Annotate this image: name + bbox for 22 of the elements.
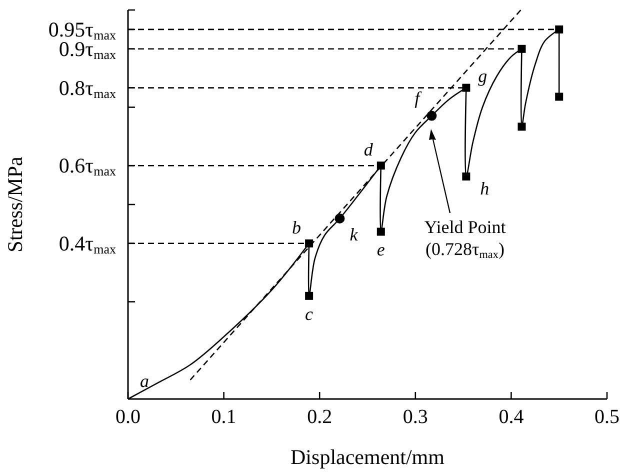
annotation: f — [414, 88, 423, 108]
y-tick-label: 0.4τ$_{max}$ — [58, 231, 116, 257]
x-tick-label: 0.2 — [307, 406, 332, 428]
x-axis-title: Displacement/mm — [290, 445, 444, 469]
y-tick-label: 0.95τ$_{max}$ — [48, 17, 116, 43]
x-tick-label: 0.1 — [211, 406, 236, 428]
annotation: e — [376, 240, 385, 260]
annotation: Yield Point (0.728τ$_{max}$) — [424, 217, 506, 261]
x-tick-label: 0.0 — [116, 406, 140, 428]
annotation: d — [364, 140, 374, 160]
annotation: b — [292, 217, 302, 238]
x-tick-label: 0.3 — [402, 406, 428, 428]
y-tick-label: 0.6τ$_{max}$ — [58, 154, 116, 179]
annotation: a — [140, 371, 149, 391]
y-tick-label: 0.8τ$_{max}$ — [58, 76, 116, 102]
x-tick-label: 0.5 — [594, 406, 620, 428]
annotation: c — [305, 304, 314, 324]
annotation: g — [478, 66, 488, 86]
x-tick-label: 0.4 — [498, 406, 524, 428]
annotation: k — [350, 224, 359, 245]
y-axis-title: Stress/MPa — [3, 156, 27, 252]
annotation: h — [480, 178, 490, 198]
